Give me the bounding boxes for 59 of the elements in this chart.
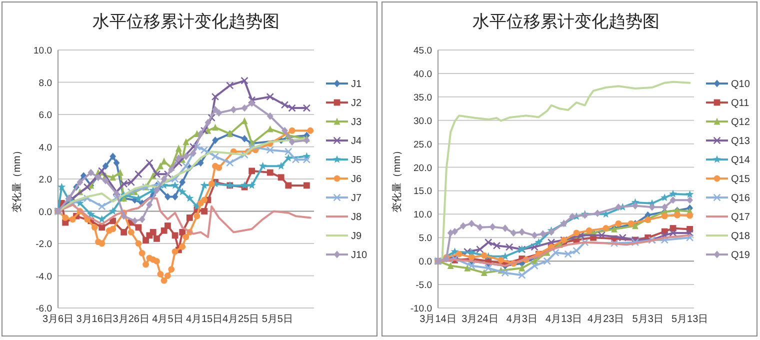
- chart-title: 水平位移累计变化趋势图: [92, 12, 280, 31]
- legend-label: J2: [351, 98, 362, 109]
- y-tick-label: 10.0: [414, 210, 432, 221]
- y-tick-label: 0.0: [38, 206, 52, 218]
- x-tick-label: 5月5日: [262, 314, 293, 325]
- y-tick-label: 40.0: [414, 68, 432, 80]
- x-tick-label: 3月14日: [420, 314, 456, 325]
- x-tick-label: 4月13日: [546, 314, 582, 325]
- x-tick-label: 4月15日: [186, 314, 223, 325]
- y-tick-label: 20.0: [414, 162, 432, 174]
- x-tick-label: 4月25日: [222, 314, 260, 325]
- y-tick-label: -10.0: [410, 304, 432, 314]
- x-tick-label: 3月6日: [42, 314, 74, 325]
- y-tick-label: -2.0: [36, 239, 52, 250]
- legend-label: J4: [351, 136, 362, 147]
- legend-label: J5: [351, 155, 362, 166]
- y-tick-label: 2.0: [38, 174, 52, 186]
- x-tick-label: 4月23日: [588, 314, 624, 325]
- y-tick-label: -4.0: [36, 271, 52, 282]
- y-tick-label: 30.0: [414, 116, 432, 127]
- y-tick-label: 35.0: [414, 92, 432, 104]
- legend-label: Q16: [731, 193, 750, 204]
- legend-label: J1: [351, 79, 362, 90]
- legend-label: Q10: [731, 79, 750, 90]
- legend-label: Q14: [731, 155, 750, 166]
- chart-title: 水平位移累计变化趋势图: [472, 12, 660, 31]
- y-tick-label: 45.0: [414, 46, 432, 56]
- x-tick-label: 5月13日: [671, 314, 708, 325]
- y-tick-label: 25.0: [414, 139, 432, 150]
- legend-label: J7: [351, 193, 362, 204]
- legend-label: Q15: [731, 174, 750, 185]
- legend-label: J6: [351, 174, 362, 185]
- y-tick-label: 4.0: [38, 142, 52, 154]
- legend-label: Q17: [731, 212, 750, 223]
- y-tick-label: 8.0: [38, 78, 52, 89]
- y-tick-label: 10.0: [34, 46, 52, 56]
- legend-label: J8: [351, 212, 362, 223]
- y-axis-title: 变化量（mm）: [391, 146, 403, 212]
- x-tick-label: 4月5日: [152, 314, 184, 325]
- legend-label: Q12: [731, 117, 750, 128]
- x-tick-label: 3月16日: [76, 314, 113, 325]
- legend-label: J3: [351, 117, 362, 128]
- legend-label: Q18: [731, 231, 750, 242]
- y-tick-label: -5.0: [416, 280, 432, 292]
- legend-label: J10: [351, 250, 368, 261]
- legend-label: Q19: [731, 250, 750, 261]
- legend-label: J9: [351, 231, 362, 242]
- y-tick-label: -6.0: [36, 304, 52, 314]
- y-axis-title: 变化量（mm）: [11, 146, 23, 212]
- x-tick-label: 4月3日: [506, 314, 538, 325]
- x-tick-label: 5月3日: [632, 314, 664, 325]
- x-tick-label: 3月24日: [462, 314, 498, 325]
- y-tick-label: 6.0: [38, 110, 52, 121]
- legend-label: Q11: [731, 98, 750, 109]
- y-tick-label: 15.0: [414, 186, 432, 198]
- y-tick-label: 5.0: [418, 233, 432, 244]
- y-tick-label: 0.0: [418, 256, 432, 268]
- x-tick-label: 3月26日: [112, 314, 150, 325]
- legend-label: Q13: [731, 136, 750, 147]
